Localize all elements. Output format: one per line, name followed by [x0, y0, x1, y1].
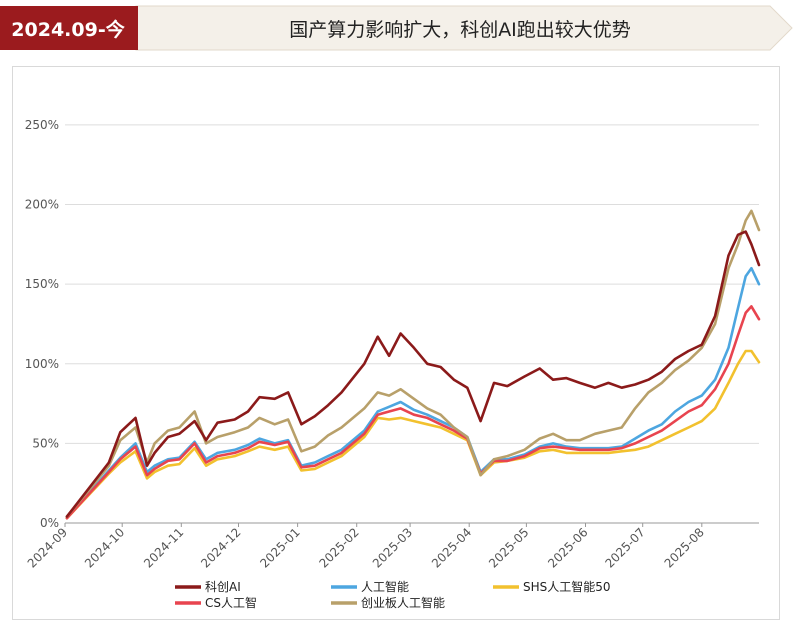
x-tick-label: 2025-03: [370, 525, 415, 570]
x-tick-label: 2024-12: [198, 525, 243, 570]
chart-frame: 0% 50% 100% 150% 200% 250% 2024-09 2024-10 2024-…: [12, 66, 780, 620]
y-tick-label: 200%: [25, 198, 59, 212]
x-tick-label: 2024-10: [82, 525, 127, 570]
x-tick-label: 2024-09: [25, 525, 70, 570]
headline: 国产算力影响扩大，科创AI跑出较大优势: [289, 18, 631, 41]
x-tick-label: 2025-07: [602, 525, 647, 570]
legend-label: 科创AI: [205, 580, 241, 594]
x-tick-label: 2025-05: [486, 525, 531, 570]
series-line-4: [65, 209, 761, 518]
period-label: 2024.09-今: [11, 18, 125, 41]
series-line-0: [65, 230, 761, 518]
series-line-3: [65, 305, 761, 520]
x-tick-label: 2025-08: [662, 525, 707, 570]
x-tick-label: 2025-04: [429, 525, 474, 570]
x-tick-label: 2025-06: [545, 525, 590, 570]
legend-label: 创业板人工智能: [361, 595, 445, 610]
series-line-1: [65, 266, 761, 520]
y-tick-label: 50%: [32, 436, 59, 450]
x-tick-label: 2025-01: [257, 525, 302, 570]
banner-shape: [0, 5, 793, 51]
y-tick-label: 250%: [25, 118, 59, 132]
line-chart: 0% 50% 100% 150% 200% 250% 2024-09 2024-10 2024-…: [25, 118, 761, 610]
x-tick-label: 2025-02: [316, 525, 361, 570]
legend-label: 人工智能: [361, 579, 409, 594]
header-banner: 2024.09-今 国产算力影响扩大，科创AI跑出较大优势: [0, 0, 800, 58]
y-tick-label: 150%: [25, 277, 59, 291]
x-tick-label: 2024-11: [141, 525, 186, 570]
y-tick-label: 100%: [25, 357, 59, 371]
series-line-2: [65, 349, 761, 520]
y-tick-label: 0%: [40, 516, 59, 530]
legend-label: CS人工智: [205, 595, 257, 610]
legend-label: SHS人工智能50: [523, 579, 611, 594]
